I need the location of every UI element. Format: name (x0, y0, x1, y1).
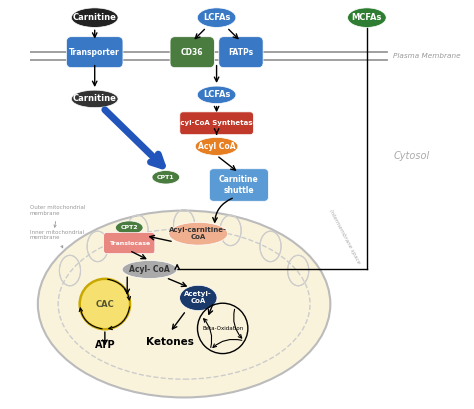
Ellipse shape (80, 279, 130, 329)
FancyBboxPatch shape (210, 169, 268, 201)
Ellipse shape (197, 86, 236, 103)
Text: Acyl CoA: Acyl CoA (198, 142, 236, 151)
Text: Acetyl-
CoA: Acetyl- CoA (184, 292, 212, 304)
Text: MCFAs: MCFAs (352, 13, 382, 22)
Ellipse shape (152, 171, 180, 184)
Text: Inner mitochondrial
membrane: Inner mitochondrial membrane (30, 229, 84, 248)
Text: LCFAs: LCFAs (203, 90, 230, 99)
Text: Transporter: Transporter (69, 48, 120, 57)
Text: Intermembrane space: Intermembrane space (328, 209, 361, 265)
Ellipse shape (180, 285, 217, 310)
Text: Acyl- CoA: Acyl- CoA (129, 265, 170, 274)
Text: Carnitine
shuttle: Carnitine shuttle (219, 175, 259, 195)
Text: CPT1: CPT1 (157, 175, 174, 180)
Ellipse shape (197, 8, 236, 27)
Ellipse shape (58, 229, 310, 379)
Text: CD36: CD36 (181, 48, 203, 57)
Ellipse shape (347, 8, 386, 27)
Ellipse shape (72, 90, 118, 108)
Ellipse shape (116, 221, 143, 234)
Ellipse shape (72, 8, 118, 27)
Text: Ketones: Ketones (146, 337, 194, 347)
Ellipse shape (195, 137, 238, 155)
Text: CAC: CAC (95, 299, 114, 308)
Text: Beta-Oxidation: Beta-Oxidation (202, 326, 243, 331)
Text: Plasma Membrane: Plasma Membrane (393, 53, 461, 59)
Text: Acyl-CoA Synthetase: Acyl-CoA Synthetase (175, 120, 258, 126)
Ellipse shape (169, 222, 228, 245)
Ellipse shape (122, 261, 177, 279)
Text: ATP: ATP (94, 340, 115, 351)
FancyBboxPatch shape (104, 233, 155, 254)
Text: Acyl-carnitine-
CoA: Acyl-carnitine- CoA (169, 227, 227, 240)
Text: CPT2: CPT2 (120, 225, 138, 230)
Text: Carnitine: Carnitine (73, 94, 117, 103)
Text: Outer mitochondrial
membrane: Outer mitochondrial membrane (30, 205, 85, 227)
FancyBboxPatch shape (66, 37, 123, 67)
Text: FATPs: FATPs (228, 48, 254, 57)
FancyBboxPatch shape (219, 37, 263, 67)
Ellipse shape (38, 211, 330, 398)
Text: Translocase: Translocase (109, 240, 150, 245)
Text: LCFAs: LCFAs (203, 13, 230, 22)
FancyBboxPatch shape (180, 112, 253, 135)
Text: Cytosol: Cytosol (393, 151, 429, 161)
FancyBboxPatch shape (170, 37, 214, 67)
Text: Carnitine: Carnitine (73, 13, 117, 22)
